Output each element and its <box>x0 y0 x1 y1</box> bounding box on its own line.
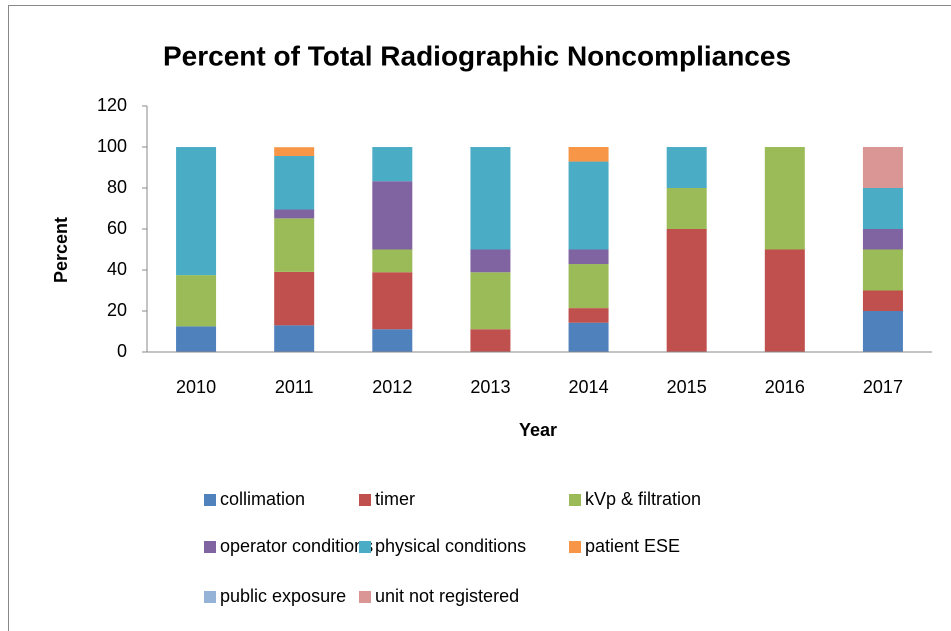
x-tick-label: 2011 <box>275 377 314 397</box>
bar-segment <box>274 156 315 210</box>
legend-swatch <box>204 494 216 506</box>
y-tick-label: 80 <box>107 177 127 197</box>
bar-segment <box>372 147 413 182</box>
bar-segment <box>470 147 511 250</box>
y-tick-label: 100 <box>97 136 127 156</box>
y-tick-label: 40 <box>107 259 127 279</box>
x-tick-label: 2012 <box>372 377 412 397</box>
bar-segment <box>568 308 609 323</box>
legend-label: collimation <box>220 489 305 509</box>
y-tick-label: 20 <box>107 300 127 320</box>
bar-segment <box>862 188 903 229</box>
bar-segment <box>666 188 707 229</box>
bar-segment <box>862 147 903 188</box>
bar-segment <box>176 147 217 276</box>
bar-segment <box>176 326 217 352</box>
legend-label: patient ESE <box>585 536 680 556</box>
bar-segment <box>568 322 609 352</box>
x-tick-label: 2017 <box>863 377 903 397</box>
bar-segment <box>862 249 903 291</box>
bar-segment <box>470 329 511 352</box>
bar-segment <box>470 272 511 330</box>
bar-segment <box>372 249 413 273</box>
legend-swatch <box>569 541 581 553</box>
x-tick-label: 2013 <box>470 377 510 397</box>
bar-segment <box>470 249 511 273</box>
y-tick-label: 120 <box>97 95 127 115</box>
legend-swatch <box>204 591 216 603</box>
legend-swatch <box>359 591 371 603</box>
legend-label: operator conditions <box>220 536 373 556</box>
legend-swatch <box>204 541 216 553</box>
y-tick-label: 0 <box>117 341 127 361</box>
legend-swatch <box>359 494 371 506</box>
bar-segment <box>862 311 903 352</box>
bar-segment <box>568 249 609 265</box>
x-tick-label: 2014 <box>569 377 609 397</box>
bar-segment <box>274 209 315 219</box>
x-tick-label: 2016 <box>765 377 805 397</box>
bar-segment <box>862 290 903 311</box>
bar-segment <box>666 147 707 188</box>
bar-segment <box>568 264 609 309</box>
y-axis-label: Percent <box>51 217 71 283</box>
legend-label: unit not registered <box>375 586 519 606</box>
bar-segment <box>274 147 315 157</box>
y-tick-label: 60 <box>107 218 127 238</box>
bar-segment <box>764 147 805 250</box>
legend-label: public exposure <box>220 586 346 606</box>
bar-segment <box>176 275 217 327</box>
bar-segment <box>274 271 315 326</box>
chart-title: Percent of Total Radiographic Noncomplia… <box>163 40 791 71</box>
legend-label: timer <box>375 489 415 509</box>
bar-segment <box>274 218 315 272</box>
legend-swatch <box>569 494 581 506</box>
bar-segment <box>862 229 903 250</box>
bar-segment <box>274 325 315 352</box>
bar-segment <box>568 147 609 162</box>
legend-swatch <box>359 541 371 553</box>
bar-segment <box>372 329 413 352</box>
bar-segment <box>568 161 609 250</box>
x-tick-label: 2015 <box>667 377 707 397</box>
bar-segment <box>666 229 707 352</box>
bar-segment <box>764 249 805 352</box>
bar-segment <box>372 272 413 330</box>
legend-label: kVp & filtration <box>585 489 701 509</box>
legend-label: physical conditions <box>375 536 526 556</box>
x-axis-label: Year <box>519 420 557 440</box>
bar-segment <box>372 181 413 250</box>
x-tick-label: 2010 <box>176 377 216 397</box>
